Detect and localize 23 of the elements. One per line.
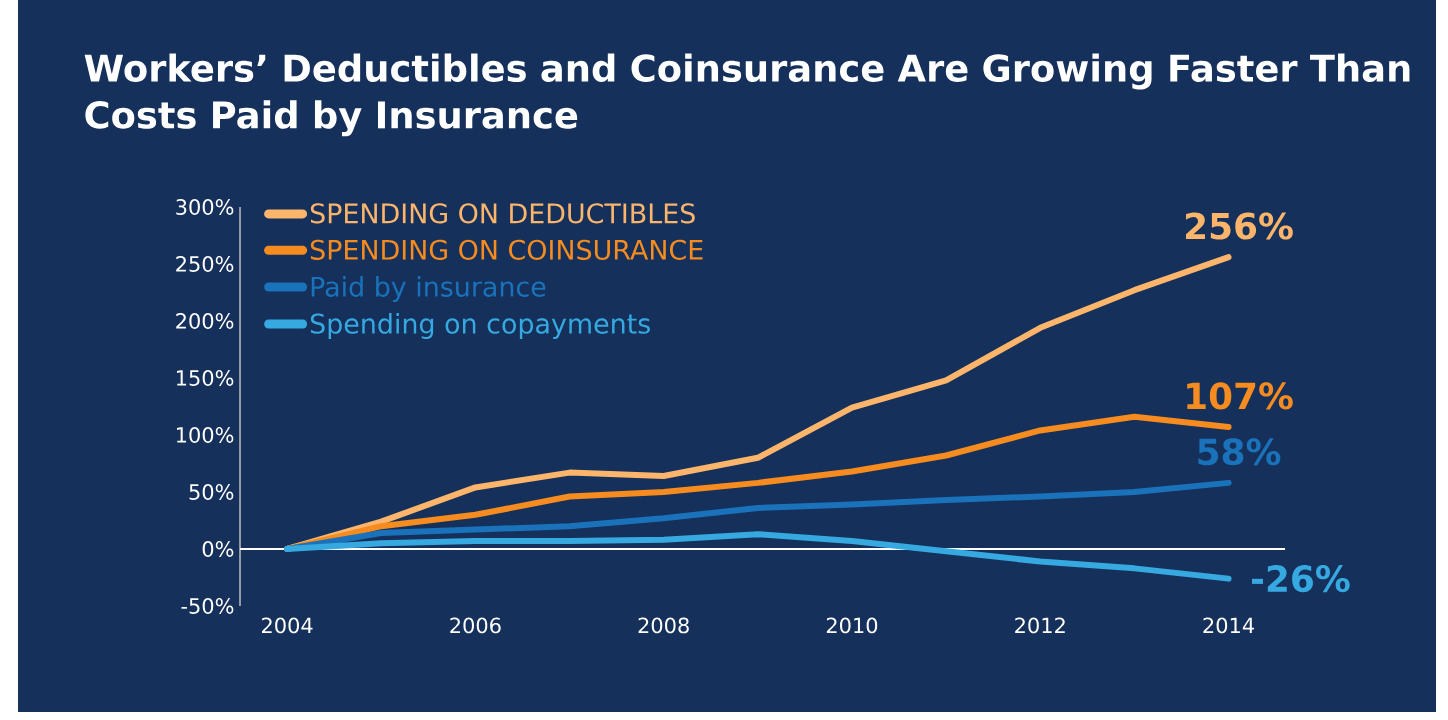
- y-tick-label: 50%: [189, 484, 234, 500]
- data-label: 58%: [1198, 438, 1281, 466]
- chart-title: Workers’ Deductibles and Coinsurance Are Growing Faster Than Costs Paid by Insurance: [84, 53, 1410, 137]
- data-label: -26%: [1252, 565, 1350, 593]
- y-tick-label: 300%: [176, 199, 234, 215]
- y-tick-label: 200%: [176, 313, 234, 329]
- x-tick-label: 2004: [262, 617, 313, 634]
- legend-label: SPENDING ON COINSURANCE: [310, 239, 703, 260]
- data-label: 107%: [1187, 382, 1293, 410]
- legend-label: Paid by insurance: [311, 276, 546, 303]
- x-tick-label: 2010: [826, 617, 878, 634]
- y-tick-label: 0%: [202, 541, 234, 557]
- y-tick-label: -50%: [181, 598, 234, 614]
- legend-label: SPENDING ON DEDUCTIBLES: [310, 203, 695, 224]
- legend-label: Spending on copayments: [310, 312, 650, 340]
- x-tick-label: 2006: [450, 617, 501, 634]
- y-tick-label: 100%: [176, 427, 234, 443]
- x-tick-label: 2012: [1015, 617, 1065, 634]
- y-tick-label: 250%: [176, 256, 234, 272]
- x-tick-label: 2014: [1203, 617, 1254, 634]
- y-tick-label: 150%: [176, 370, 234, 386]
- data-label: 256%: [1185, 212, 1293, 240]
- x-tick-label: 2008: [638, 617, 689, 634]
